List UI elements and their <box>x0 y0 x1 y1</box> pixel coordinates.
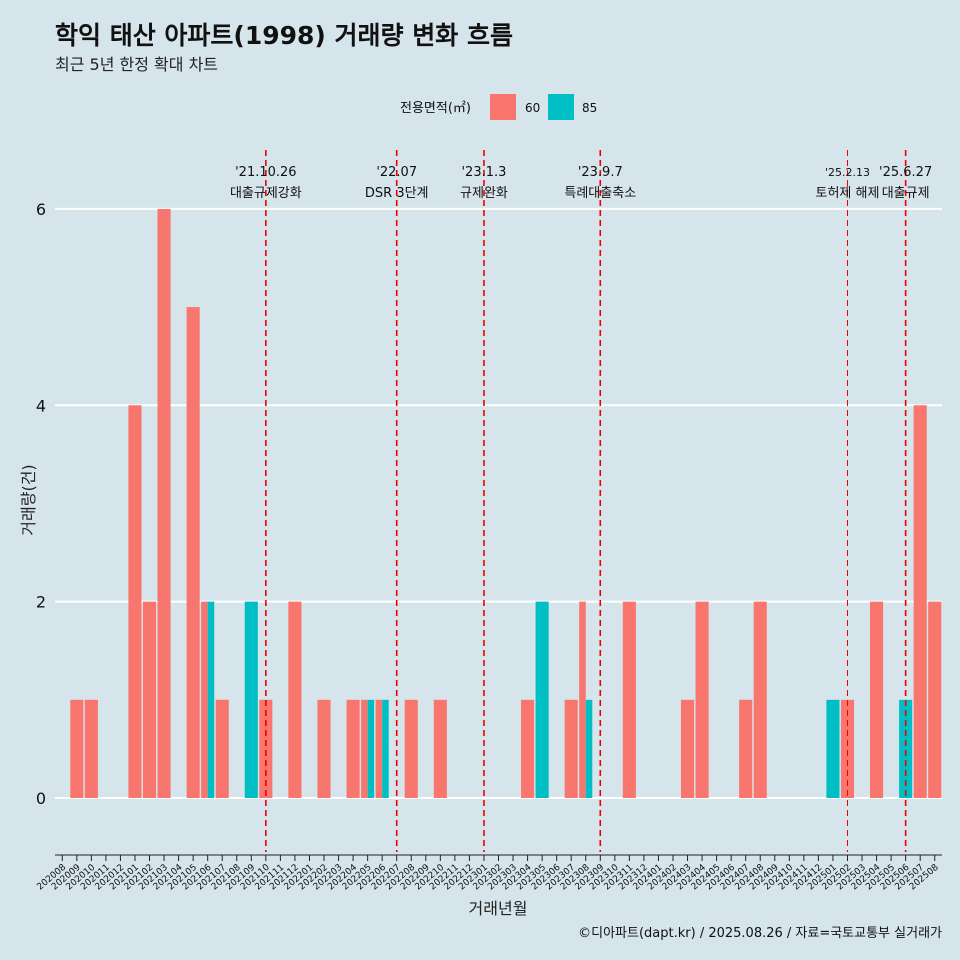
chart-subtitle: 최근 5년 한정 확대 차트 <box>55 55 218 74</box>
bar-202205-85 <box>367 699 375 798</box>
y-axis-label: 거래량(건) <box>19 464 38 535</box>
bar-202109-85 <box>244 601 258 798</box>
bar-202502-60 <box>840 699 855 798</box>
bar-202101-60 <box>128 405 142 798</box>
event-date-label: '25.2.13 <box>825 166 870 179</box>
bar-202304-60 <box>521 699 535 798</box>
bar-202206-85 <box>382 699 389 798</box>
bar-202403-60 <box>680 699 695 798</box>
bar-202507-60 <box>913 405 927 798</box>
y-tick-label: 2 <box>36 593 46 612</box>
legend: 전용면적(㎡) 60 85 <box>400 94 597 120</box>
bar-202107-60 <box>215 699 229 798</box>
bar-202305-85 <box>535 601 549 798</box>
event-label: 대출규제강화 <box>230 186 302 201</box>
y-tick-label: 6 <box>36 200 46 219</box>
bars <box>70 208 942 799</box>
bar-202501-85 <box>826 699 840 798</box>
event-date-label: '25.6.27 <box>879 165 932 180</box>
event-lines: '21.10.26 대출규제강화 '22.07 DSR 3단계 '23.1.3 규제완화 '… <box>230 150 932 852</box>
legend-label-60: 60 <box>525 101 540 115</box>
caption: ©디아파트(dapt.kr) / 2025.08.26 / 자료=국토교통부 실… <box>578 926 942 941</box>
bar-202408-60 <box>753 601 767 798</box>
bar-202202-60 <box>317 699 331 798</box>
bar-202508-60 <box>928 601 942 798</box>
bar-202106-85 <box>207 601 215 798</box>
bar-202206-60 <box>375 699 383 798</box>
legend-title: 전용면적(㎡) <box>400 101 471 116</box>
event-label: DSR 3단계 <box>365 186 429 201</box>
event-label: 대출규제 <box>882 186 930 201</box>
bar-202208-60 <box>404 699 418 798</box>
bar-202307-60 <box>564 699 578 798</box>
event-label: 토허제 해제 <box>816 186 880 201</box>
bar-202311-60 <box>622 601 636 798</box>
bar-202407-60 <box>739 699 753 798</box>
bar-202210-60 <box>433 699 447 798</box>
bar-202106-60 <box>201 601 208 798</box>
bar-202105-60 <box>186 307 200 798</box>
bar-202110-60 <box>259 699 273 798</box>
bar-202308-85 <box>585 699 593 798</box>
y-tick-label: 4 <box>36 396 46 415</box>
bar-202009-60 <box>70 699 84 798</box>
y-tick-label: 0 <box>36 789 46 808</box>
event-date-label: '23.1.3 <box>461 165 506 180</box>
bar-202504-60 <box>870 601 884 798</box>
event-date-label: '22.07 <box>376 165 417 180</box>
bar-202308-60 <box>579 601 586 798</box>
bar-202205-60 <box>361 699 368 798</box>
event-label: 특례대출축소 <box>564 186 636 201</box>
legend-swatch-85 <box>548 94 574 120</box>
event-date-label: '21.10.26 <box>235 165 296 180</box>
event-label: 규제완화 <box>460 186 508 201</box>
event-date-label: '23.9.7 <box>578 165 623 180</box>
legend-swatch-60 <box>490 94 516 120</box>
bar-202506-85 <box>899 699 913 798</box>
x-axis: 2020082020092020102020112020122021012021… <box>35 854 942 892</box>
bar-202112-60 <box>288 601 302 798</box>
bar-202102-60 <box>142 601 157 798</box>
bar-202103-60 <box>157 208 171 799</box>
bar-202204-60 <box>346 699 360 798</box>
y-axis: 0 2 4 6 <box>36 200 46 808</box>
chart-title: 학익 태산 아파트(1998) 거래량 변화 흐름 <box>55 21 513 50</box>
x-axis-label: 거래년월 <box>469 899 528 918</box>
legend-label-85: 85 <box>582 101 597 115</box>
bar-202010-60 <box>84 699 98 798</box>
bar-202404-60 <box>695 601 709 798</box>
